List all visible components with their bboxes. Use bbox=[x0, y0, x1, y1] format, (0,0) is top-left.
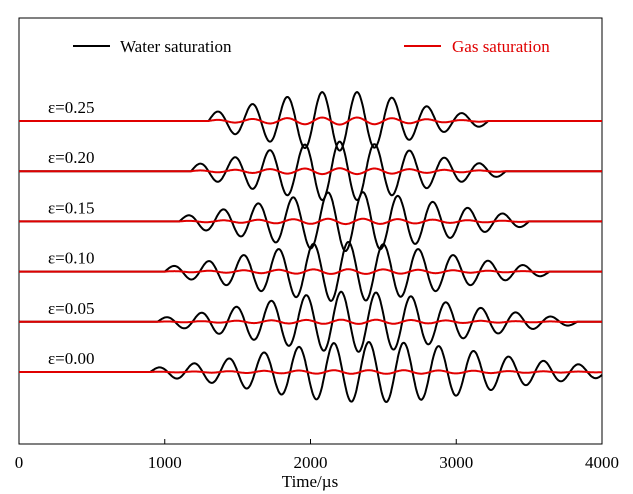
trace: ε=0.15 bbox=[19, 191, 602, 253]
x-axis-label: Time/µs bbox=[282, 472, 338, 491]
trace-label: ε=0.05 bbox=[48, 299, 94, 318]
x-tick-label: 1000 bbox=[148, 453, 182, 472]
x-axis: 0 1000 2000 3000 4000 bbox=[15, 439, 619, 472]
trace: ε=0.05 bbox=[19, 290, 602, 353]
trace-label: ε=0.00 bbox=[48, 349, 94, 368]
x-tick-label: 0 bbox=[15, 453, 24, 472]
legend: Water saturation Gas saturation bbox=[73, 37, 550, 56]
trace: ε=0.20 bbox=[19, 140, 602, 202]
trace-label: ε=0.15 bbox=[48, 198, 94, 217]
trace: ε=0.25 bbox=[19, 91, 602, 152]
gas-saturation-line bbox=[19, 167, 602, 176]
trace-group: ε=0.25 ε=0.20 ε=0.15 ε=0.10 ε=0.05 ε=0.00 bbox=[19, 91, 603, 404]
x-tick-label: 2000 bbox=[294, 453, 328, 472]
plot-frame bbox=[18, 17, 603, 445]
legend-gas-label: Gas saturation bbox=[452, 37, 550, 56]
gas-saturation-line bbox=[19, 268, 602, 275]
trace: ε=0.00 bbox=[19, 340, 603, 404]
gas-saturation-line bbox=[19, 116, 602, 126]
trace-label: ε=0.25 bbox=[48, 98, 94, 117]
gas-saturation-line bbox=[19, 217, 602, 226]
x-tick-label: 3000 bbox=[439, 453, 473, 472]
gas-saturation-line bbox=[19, 318, 602, 325]
legend-water-label: Water saturation bbox=[120, 37, 232, 56]
trace-label: ε=0.10 bbox=[48, 249, 94, 268]
gas-saturation-line bbox=[19, 369, 602, 375]
trace-label: ε=0.20 bbox=[48, 148, 94, 167]
x-tick-label: 4000 bbox=[585, 453, 619, 472]
trace: ε=0.10 bbox=[19, 240, 602, 302]
